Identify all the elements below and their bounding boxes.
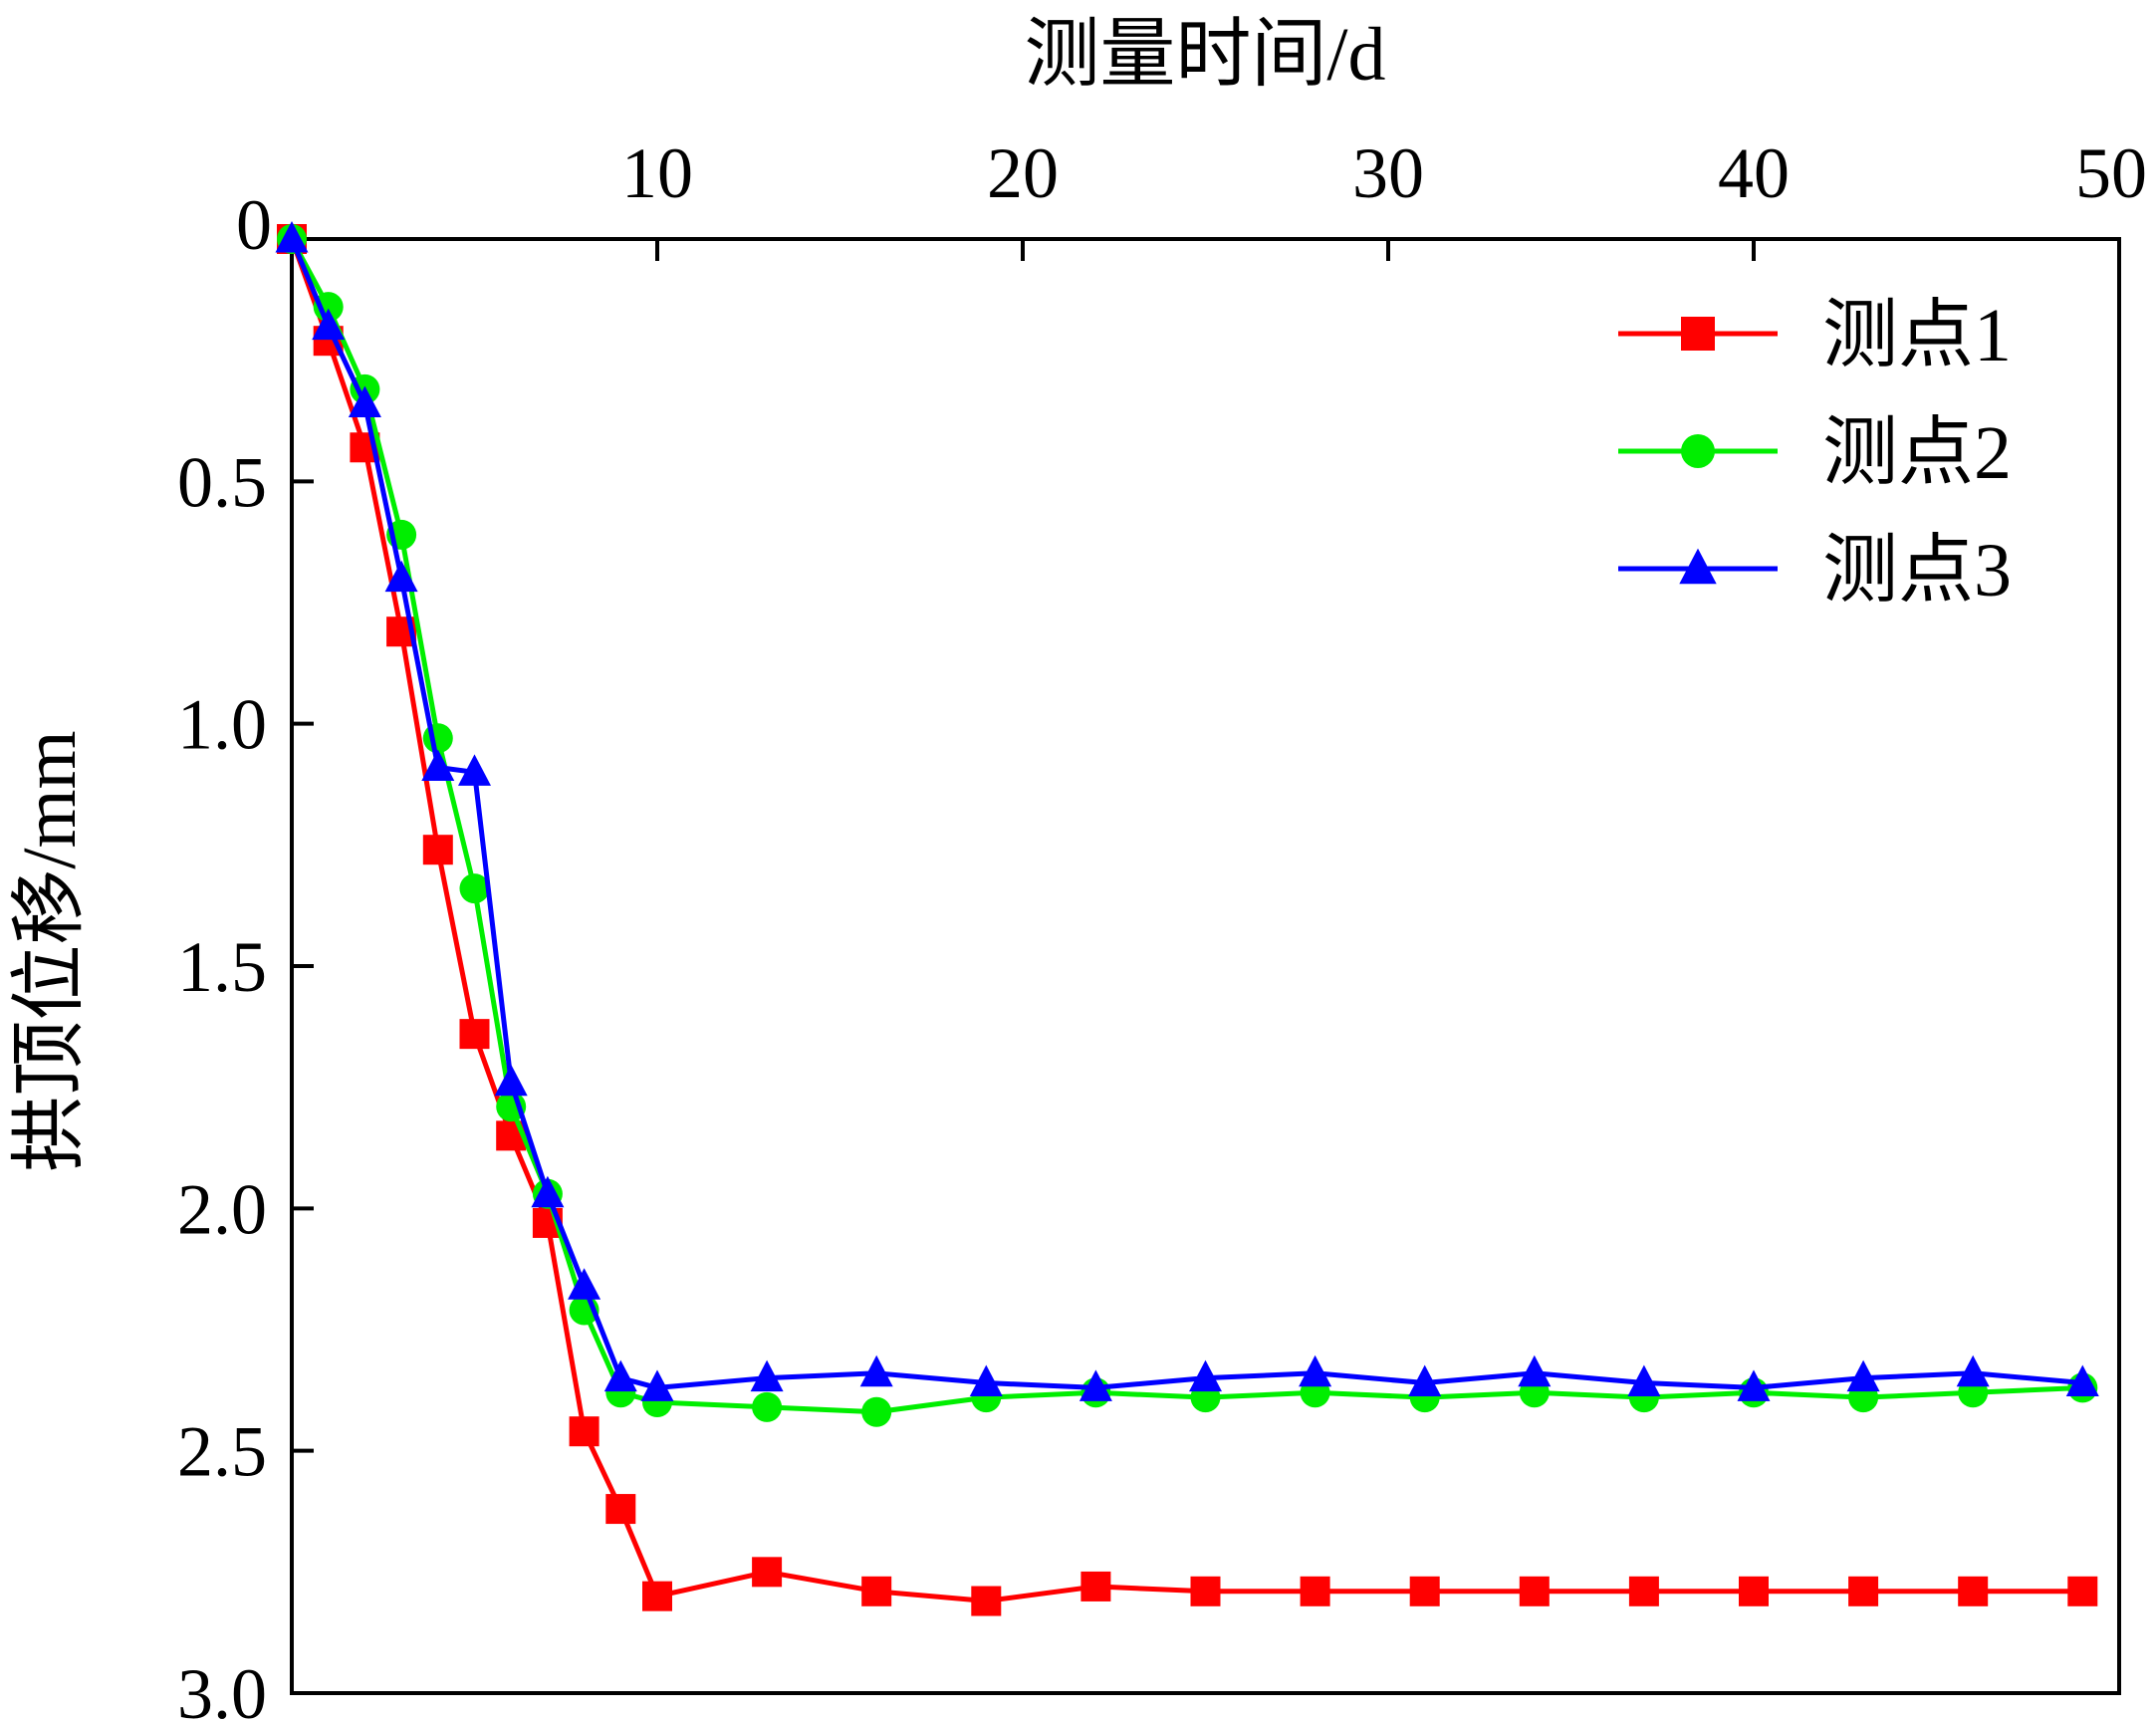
legend-label: 测点3 (1822, 529, 2012, 613)
x-tick-label: 10 (621, 133, 693, 213)
series-1-point (1409, 1576, 1440, 1606)
x-tick-label: 40 (1718, 133, 1790, 213)
series-3-point (275, 221, 309, 253)
series-3-point (458, 754, 491, 786)
x-axis-ticks: 10 20 30 40 50 0 (236, 133, 2147, 265)
origin-tick-label: 0 (236, 185, 272, 265)
series-3-point (1627, 1364, 1661, 1397)
series-1-point (971, 1586, 1002, 1616)
series-1-point (1519, 1576, 1550, 1606)
series-3-point (1078, 1369, 1112, 1401)
series-3-point (1846, 1359, 1880, 1392)
x-tick-label: 20 (987, 133, 1059, 213)
series-3-point (1408, 1364, 1442, 1397)
y-tick-label: 3.0 (177, 1654, 267, 1723)
series-3-point (969, 1364, 1003, 1397)
series-2-line (289, 237, 2083, 1415)
legend-marker (1681, 317, 1715, 351)
series-2-point (422, 723, 453, 754)
series-1-point (1190, 1576, 1221, 1606)
series-1-point (2067, 1576, 2098, 1606)
series-1-point (422, 835, 453, 865)
y-axis-title: 拱顶位移/mm (8, 730, 92, 1171)
series-3-point (1737, 1369, 1771, 1401)
x-tick-label: 30 (1352, 133, 1424, 213)
series-3-point (603, 1359, 637, 1392)
legend-label: 测点2 (1822, 411, 2012, 495)
series-3-point (640, 1369, 674, 1401)
series-3-point (494, 1064, 528, 1097)
x-axis-title: 测量时间/d (1024, 13, 1385, 97)
series-1-point (861, 1576, 892, 1606)
series-1-point (1628, 1576, 1659, 1606)
series-1-point (1300, 1576, 1330, 1606)
series-3-point (568, 1268, 601, 1300)
series-1-point (459, 1019, 490, 1050)
y-tick-label: 2.0 (177, 1169, 267, 1249)
series-3-point (2065, 1364, 2099, 1397)
series-1-line (289, 238, 2083, 1604)
y-tick-label: 1.0 (177, 685, 267, 765)
series-1-point (605, 1494, 636, 1525)
series-2-point (861, 1396, 892, 1427)
series-3-point (859, 1354, 893, 1387)
series-1-point (569, 1416, 599, 1447)
legend-marker (1679, 548, 1717, 585)
y-tick-label: 1.5 (177, 927, 267, 1007)
series-layer (275, 221, 2099, 1616)
series-3-point (1518, 1354, 1552, 1387)
series-1-point (1848, 1576, 1879, 1606)
series-3-line (289, 238, 2083, 1390)
legend: 测点1 测点2 测点3 (1618, 294, 2012, 613)
series-1-point (642, 1581, 672, 1611)
series-3-point (750, 1359, 784, 1392)
series-3-point (1189, 1359, 1222, 1392)
series-1-point (1958, 1576, 1989, 1606)
legend-item-2: 测点2 (1618, 411, 2012, 495)
y-tick-label: 2.5 (177, 1412, 267, 1492)
legend-item-1: 测点1 (1618, 294, 2012, 377)
series-3-point (531, 1175, 565, 1208)
series-1-point (1080, 1571, 1111, 1601)
y-axis-ticks: 0.5 1.0 1.5 2.0 2.5 3.0 (177, 442, 314, 1723)
series-2-point (752, 1391, 783, 1422)
series-1-point (752, 1557, 783, 1588)
x-tick-label: 50 (2075, 133, 2147, 213)
legend-label: 测点1 (1822, 294, 2012, 377)
series-3-point (421, 749, 455, 781)
series-3-point (1956, 1354, 1990, 1387)
series-2-point (459, 873, 490, 904)
series-3-point (384, 560, 418, 593)
series-1-point (1739, 1576, 1769, 1606)
series-3-point (312, 308, 346, 341)
series-3-point (1299, 1354, 1332, 1387)
series-3 (275, 221, 2099, 1401)
legend-item-3: 测点3 (1618, 529, 2012, 613)
y-tick-label: 0.5 (177, 442, 267, 522)
legend-marker (1681, 434, 1715, 468)
series-3-point (348, 385, 381, 417)
